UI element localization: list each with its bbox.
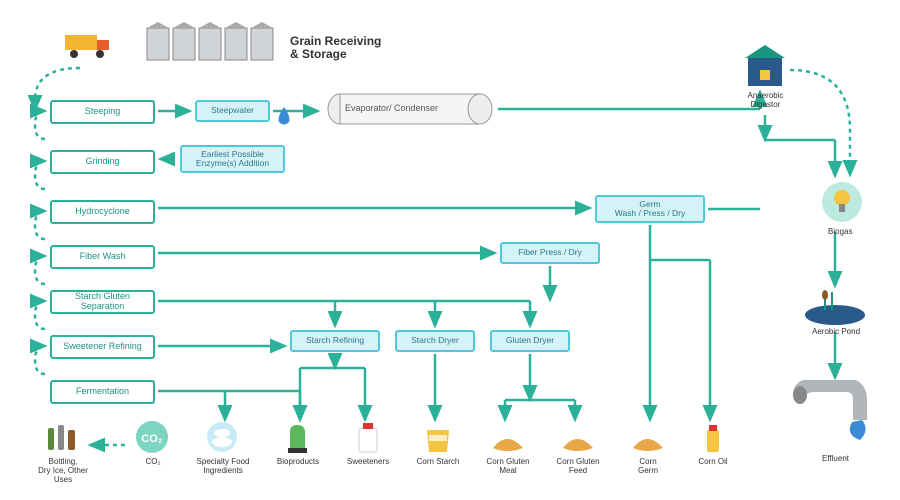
germ-box: Germ Wash / Press / Dry	[595, 195, 705, 223]
ferm-box: Fermentation	[50, 380, 155, 404]
steeping-box: Steeping	[50, 100, 155, 124]
bottling-icon	[40, 420, 85, 455]
co2-label: CO₂	[122, 458, 184, 467]
digestor-icon	[740, 40, 790, 90]
digestor-label: Anaerobic Digestor	[738, 92, 793, 110]
sfi-icon	[200, 420, 245, 455]
srefine-box: Starch Refining	[290, 330, 380, 352]
grinding-box: Grinding	[50, 150, 155, 174]
sgs-box: Starch Gluten Separation	[50, 290, 155, 314]
cgerm-icon	[625, 420, 670, 455]
bottling-label: Bottling, Dry Ice, Other Uses	[32, 458, 94, 484]
cornstarch-label: Corn Starch	[407, 458, 469, 467]
cornstarch-icon	[415, 420, 460, 455]
sfi-label: Specialty Food Ingredients	[192, 458, 254, 476]
steepwater-box: Steepwater	[195, 100, 270, 122]
cgm-icon	[485, 420, 530, 455]
sweet-box: Sweetener Refining	[50, 335, 155, 359]
bioproducts-label: Bioproducts	[267, 458, 329, 467]
pond-icon	[800, 290, 870, 325]
cgf-icon	[555, 420, 600, 455]
biogas-icon	[820, 180, 865, 225]
cgm-label: Corn Gluten Meal	[477, 458, 539, 476]
cornoil-icon	[690, 420, 735, 455]
truck-icon	[60, 30, 120, 60]
effluent-icon	[790, 380, 870, 450]
waterdrop-icon	[275, 105, 293, 127]
gdryer-box: Gluten Dryer	[490, 330, 570, 352]
co2-icon: CO₂	[130, 420, 175, 455]
enzyme-box: Earliest Possible Enzyme(s) Addition	[180, 145, 285, 173]
fiberpress-box: Fiber Press / Dry	[500, 242, 600, 264]
sweeteners-label: Sweeteners	[337, 458, 399, 467]
biogas-label: Biogas	[828, 228, 852, 237]
pond-label: Aerobic Pond	[812, 328, 860, 337]
cgerm-label: Corn Germ	[617, 458, 679, 476]
sweeteners-icon	[345, 420, 390, 455]
silos-icon	[145, 20, 275, 65]
bioproducts-icon	[275, 420, 320, 455]
title: Grain Receiving & Storage	[290, 35, 381, 61]
cgf-label: Corn Gluten Feed	[547, 458, 609, 476]
fiberwash-box: Fiber Wash	[50, 245, 155, 269]
evaporator-label: Evaporator/ Condenser	[345, 104, 438, 114]
hydrocyclone-box: Hydrocyclone	[50, 200, 155, 224]
svg-text:CO₂: CO₂	[141, 433, 163, 445]
cornoil-label: Corn Oil	[682, 458, 744, 467]
sdryer-box: Starch Dryer	[395, 330, 475, 352]
effluent-label: Effluent	[822, 455, 849, 464]
